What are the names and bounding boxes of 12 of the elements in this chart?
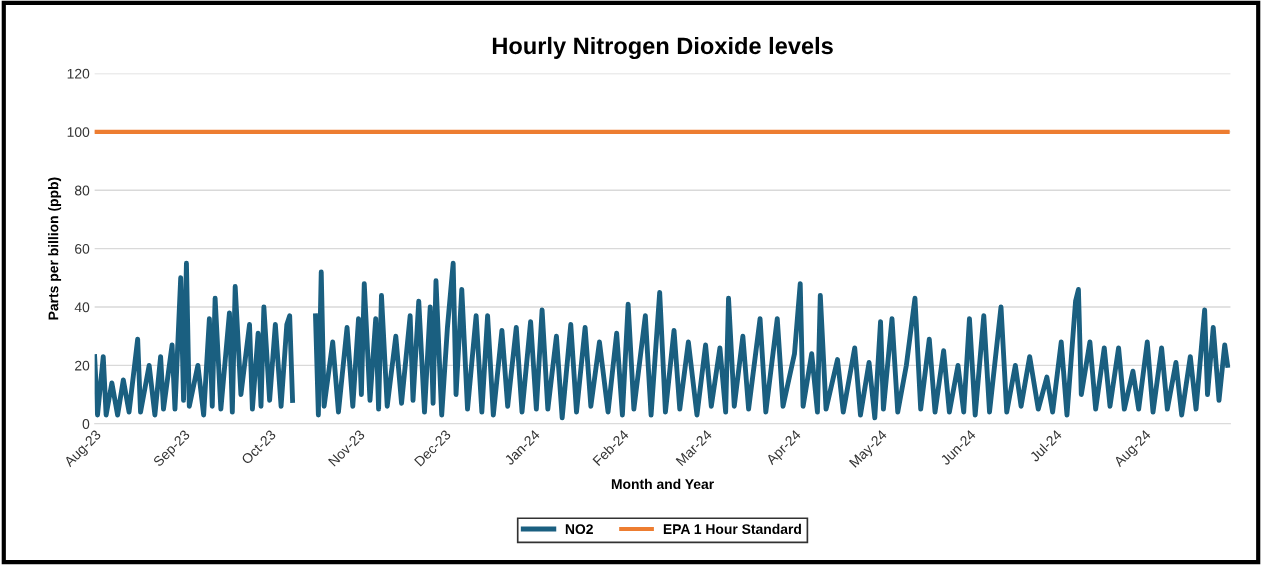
y-tick-label: 100	[67, 127, 90, 137]
y-tick-label: 0	[82, 419, 90, 429]
y-tick-label: 60	[75, 243, 90, 254]
y-tick-label: 20	[75, 360, 90, 371]
chart-title: Hourly Nitrogen Dioxide levels	[492, 36, 833, 60]
x-axis-title: Month and Year	[611, 478, 714, 490]
y-tick-label: 40	[74, 302, 90, 313]
y-tick-label: 120	[67, 68, 90, 79]
y-axis-title: Parts per billion (ppb)	[48, 177, 62, 320]
y-tick-label: 80	[74, 185, 90, 196]
legend-label: NO2	[565, 524, 593, 535]
legend-label: EPA 1 Hour Standard	[663, 523, 801, 535]
